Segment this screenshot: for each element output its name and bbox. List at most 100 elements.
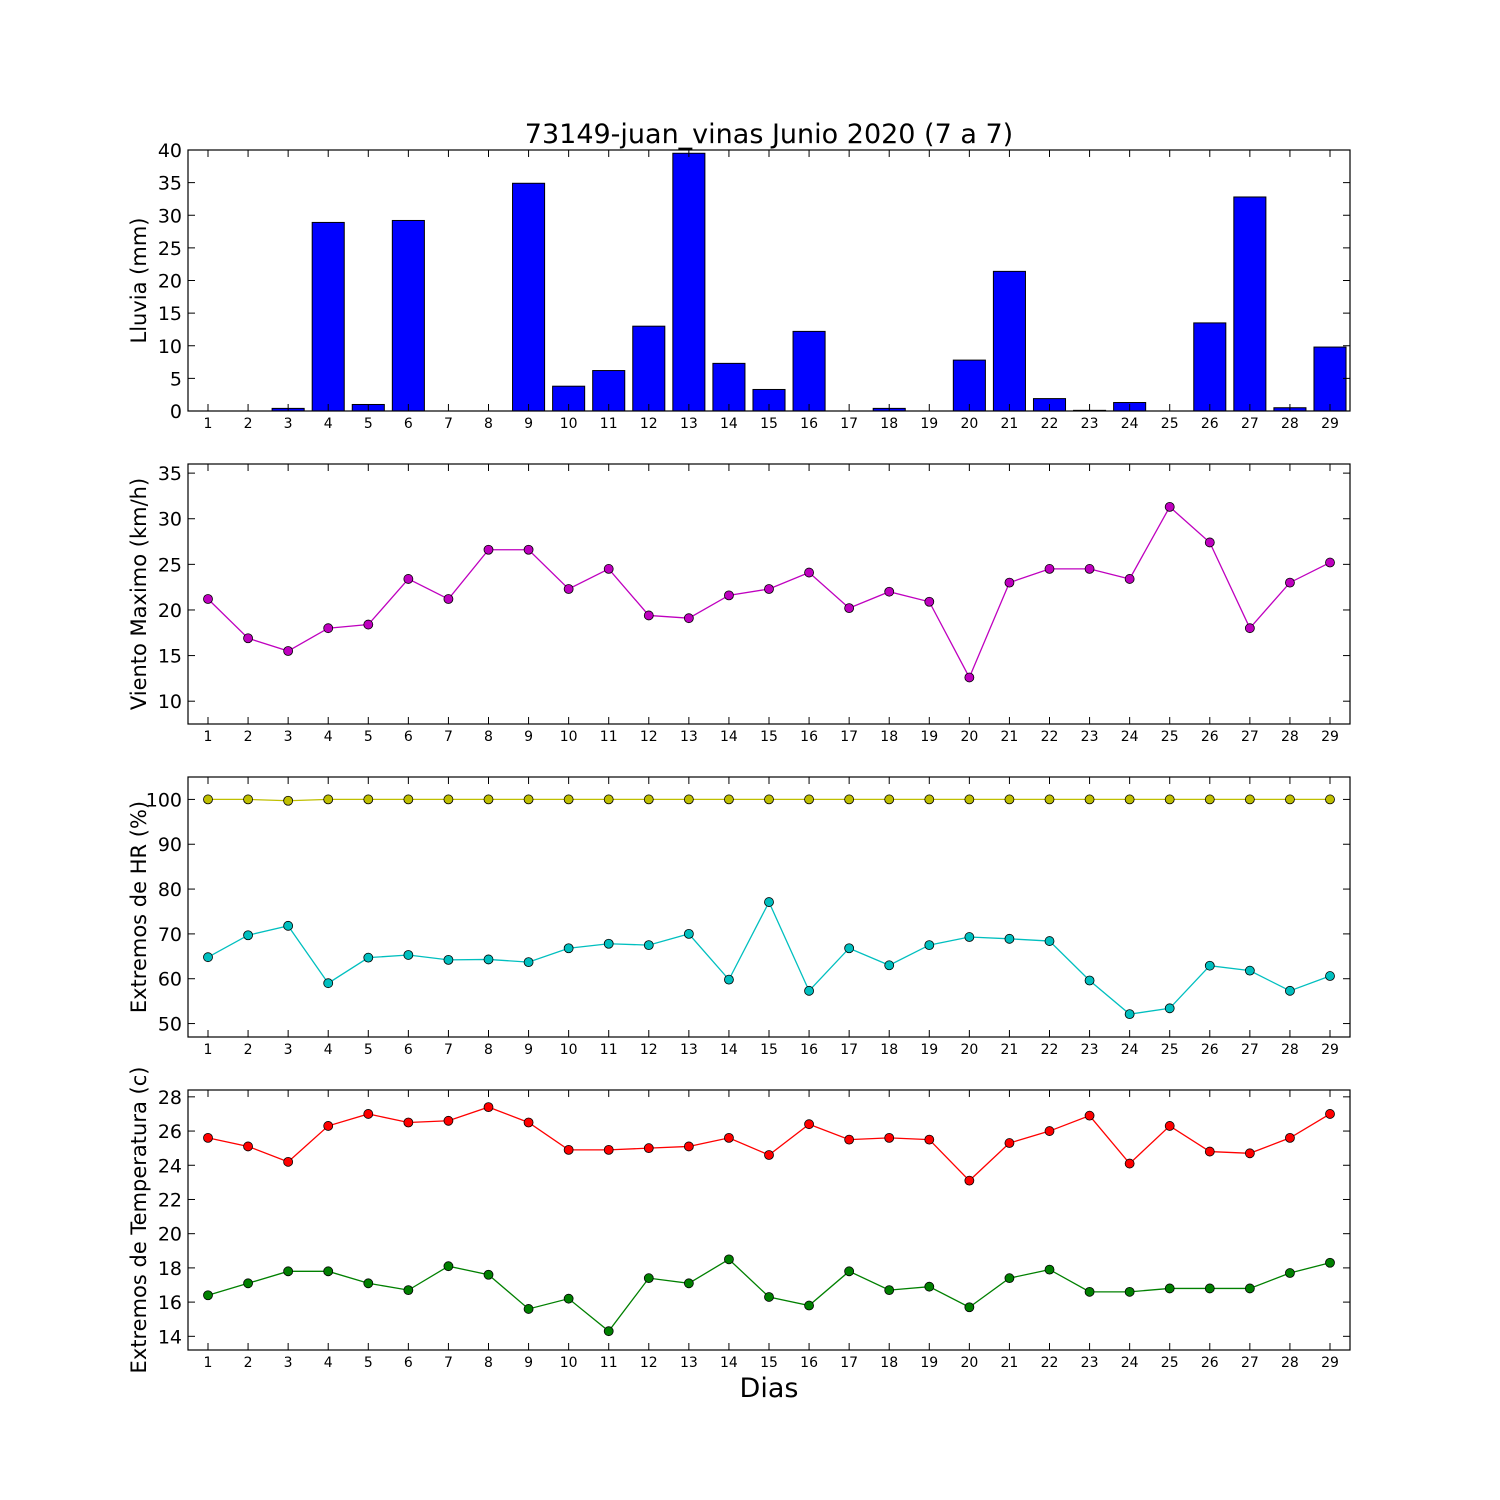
x-tick-label: 19 [920, 1355, 938, 1371]
series-1-point-day-29 [1325, 794, 1335, 805]
series-2-point-day-25 [1164, 1283, 1175, 1294]
series-1-point-day-18 [884, 586, 895, 597]
series-1-point-day-21 [1004, 577, 1015, 588]
series-1-point-day-15 [764, 794, 774, 805]
x-tick-label: 7 [444, 1355, 453, 1371]
series-1-point-day-1 [203, 794, 213, 805]
x-tick-label: 24 [1121, 729, 1139, 745]
y-tick-label: 25 [158, 238, 182, 260]
y-axis-label: Lluvia (mm) [127, 218, 151, 344]
series-2-point-day-9 [523, 1304, 534, 1314]
series-1-point-day-6 [403, 574, 414, 584]
x-tick-label: 11 [600, 729, 618, 745]
series-2-point-day-14 [724, 974, 734, 985]
y-tick-label: 50 [158, 1014, 182, 1036]
series-1-point-day-1 [203, 594, 213, 604]
x-tick-label: 21 [1001, 1355, 1019, 1371]
x-tick-label: 16 [800, 1042, 818, 1058]
x-tick-label: 27 [1241, 416, 1259, 432]
x-tick-label: 2 [244, 1355, 253, 1371]
x-tick-label: 12 [640, 1042, 658, 1058]
series-1-point-day-19 [924, 794, 935, 805]
x-tick-label: 27 [1241, 1355, 1259, 1371]
series-2-point-day-26 [1204, 960, 1215, 971]
x-tick-label: 3 [284, 729, 293, 745]
y-tick-label: 25 [158, 554, 182, 576]
series-1-point-day-6 [403, 794, 414, 805]
x-tick-label: 21 [1001, 1042, 1019, 1058]
series-1-point-day-28 [1285, 794, 1295, 805]
y-tick-label: 60 [158, 969, 182, 991]
series-2-point-day-23 [1084, 975, 1095, 986]
x-tick-label: 28 [1281, 416, 1299, 432]
x-tick-label: 8 [484, 1355, 493, 1371]
series-2-point-day-4 [323, 978, 334, 989]
x-tick-label: 13 [680, 1355, 698, 1371]
series-1-point-day-24 [1124, 794, 1135, 805]
x-tick-label: 17 [840, 1355, 858, 1371]
series-1-point-day-24 [1124, 1158, 1135, 1169]
x-tick-label: 27 [1241, 729, 1259, 745]
plot-frame [187, 463, 1351, 725]
x-tick-label: 28 [1281, 1355, 1299, 1371]
x-tick-label: 4 [324, 416, 333, 432]
series-2-point-day-15 [764, 897, 774, 907]
x-tick-label: 1 [204, 1042, 213, 1058]
y-tick-label: 30 [158, 509, 182, 531]
x-tick-label: 25 [1161, 416, 1179, 432]
y-tick-label: 10 [158, 336, 182, 358]
x-tick-label: 6 [404, 416, 413, 432]
series-1-point-day-24 [1124, 574, 1135, 584]
x-tick-label: 24 [1121, 1042, 1139, 1058]
series-2-point-day-4 [323, 1266, 334, 1277]
y-tick-label: 15 [158, 646, 182, 668]
series-1-point-day-23 [1084, 1110, 1095, 1121]
series-1-point-day-25 [1164, 794, 1175, 805]
y-tick-label: 5 [170, 368, 182, 390]
series-2-point-day-21 [1004, 933, 1015, 944]
series-2-point-day-3 [283, 1266, 294, 1277]
series-2-point-day-28 [1285, 1268, 1295, 1278]
x-tick-label: 16 [800, 416, 818, 432]
series-1-point-day-17 [844, 603, 855, 614]
series-1-point-day-22 [1044, 794, 1055, 805]
x-tick-label: 17 [840, 416, 858, 432]
series-2-line [207, 900, 1331, 1015]
x-tick-label: 5 [364, 1042, 373, 1058]
x-tick-label: 12 [640, 1355, 658, 1371]
y-tick-label: 28 [158, 1087, 182, 1109]
rain-bar-day-16 [792, 330, 826, 412]
x-tick-label: 4 [324, 729, 333, 745]
series-2-point-day-20 [964, 1302, 975, 1313]
series-1-point-day-4 [323, 1121, 334, 1131]
series-2-point-day-3 [283, 920, 294, 931]
x-tick-label: 18 [880, 1355, 898, 1371]
series-2-point-day-19 [924, 1281, 935, 1292]
x-tick-label: 9 [524, 1355, 533, 1371]
series-1-point-day-12 [643, 610, 654, 621]
series-2-point-day-24 [1124, 1009, 1135, 1020]
series-1-point-day-23 [1084, 564, 1095, 574]
series-1-point-day-3 [283, 646, 294, 656]
x-axis-label: Dias [740, 1373, 799, 1404]
y-tick-label: 40 [158, 140, 182, 162]
y-tick-label: 20 [158, 600, 182, 622]
series-2-point-day-17 [844, 943, 855, 954]
y-tick-label: 10 [158, 691, 182, 713]
y-tick-label: 14 [158, 1326, 182, 1348]
series-2-point-day-20 [964, 932, 975, 942]
series-2-point-day-10 [563, 1293, 574, 1304]
x-tick-label: 16 [800, 1355, 818, 1371]
series-1-point-day-20 [964, 672, 975, 683]
series-1-point-day-5 [363, 794, 374, 805]
series-1-point-day-14 [724, 794, 734, 805]
x-tick-label: 15 [760, 1042, 778, 1058]
series-1-point-day-17 [844, 1134, 855, 1145]
x-tick-label: 26 [1201, 1042, 1219, 1058]
series-1-point-day-8 [483, 1102, 494, 1113]
x-tick-label: 29 [1321, 416, 1339, 432]
x-tick-label: 27 [1241, 1042, 1259, 1058]
x-tick-label: 13 [680, 1042, 698, 1058]
